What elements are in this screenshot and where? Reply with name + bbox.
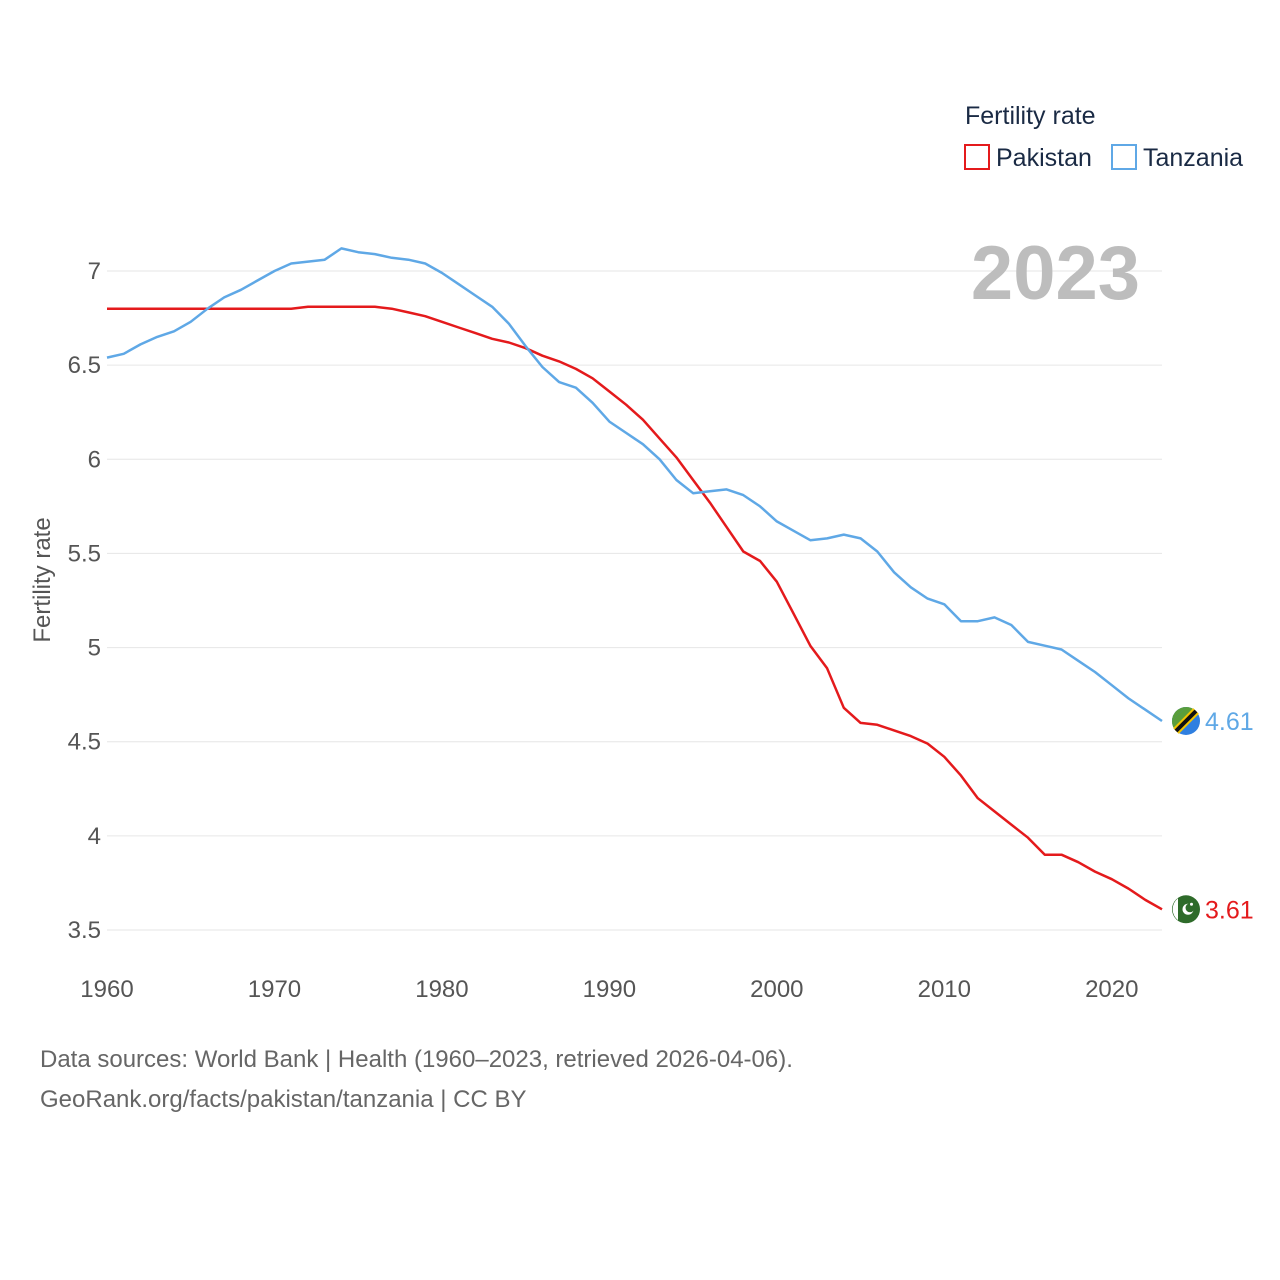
y-tick-label: 5.5 bbox=[68, 540, 101, 567]
y-axis-title: Fertility rate bbox=[29, 517, 56, 642]
y-tick-label: 3.5 bbox=[68, 917, 101, 944]
x-tick-label: 1960 bbox=[80, 976, 133, 1003]
y-tick-label: 6.5 bbox=[68, 352, 101, 379]
x-tick-label: 2000 bbox=[750, 976, 803, 1003]
legend-label-pakistan[interactable]: Pakistan bbox=[996, 144, 1092, 172]
x-tick-label: 2010 bbox=[918, 976, 971, 1003]
series-line-pakistan bbox=[107, 305, 1163, 911]
y-tick-label: 4.5 bbox=[68, 729, 101, 756]
pakistan-flag-icon bbox=[1172, 895, 1200, 924]
legend: Fertility rate Pakistan Tanzania bbox=[964, 102, 1243, 172]
footer-link[interactable]: GeoRank.org/facts/pakistan/tanzania | CC… bbox=[40, 1086, 527, 1113]
y-tick-label: 6 bbox=[88, 446, 101, 473]
x-tick-label: 1990 bbox=[583, 976, 636, 1003]
end-value-tanzania: 4.61 bbox=[1205, 708, 1254, 736]
x-tick-label: 1970 bbox=[248, 976, 301, 1003]
y-tick-labels: 3.5 4 4.5 5 5.5 6 6.5 7 bbox=[68, 258, 101, 944]
legend-swatch-pakistan[interactable] bbox=[964, 144, 990, 170]
end-markers: 3.61 4.61 bbox=[1171, 707, 1254, 924]
y-tick-label: 4 bbox=[88, 823, 101, 850]
end-value-pakistan: 3.61 bbox=[1205, 896, 1254, 924]
series-line-tanzania bbox=[106, 247, 1163, 723]
legend-label-tanzania[interactable]: Tanzania bbox=[1143, 144, 1243, 172]
x-tick-label: 1980 bbox=[415, 976, 468, 1003]
x-tick-labels: 1960 1970 1980 1990 2000 2010 2020 bbox=[80, 976, 1138, 1003]
grid-lines bbox=[107, 270, 1162, 931]
y-tick-label: 7 bbox=[88, 258, 101, 285]
legend-swatch-tanzania[interactable] bbox=[1111, 144, 1137, 170]
legend-title: Fertility rate bbox=[965, 102, 1096, 130]
tanzania-flag-icon bbox=[1171, 707, 1200, 736]
series-lines bbox=[106, 247, 1163, 911]
y-tick-label: 5 bbox=[88, 635, 101, 662]
footer-sources: Data sources: World Bank | Health (1960–… bbox=[40, 1046, 793, 1073]
x-tick-label: 2020 bbox=[1085, 976, 1138, 1003]
year-display: 2023 bbox=[971, 231, 1140, 316]
